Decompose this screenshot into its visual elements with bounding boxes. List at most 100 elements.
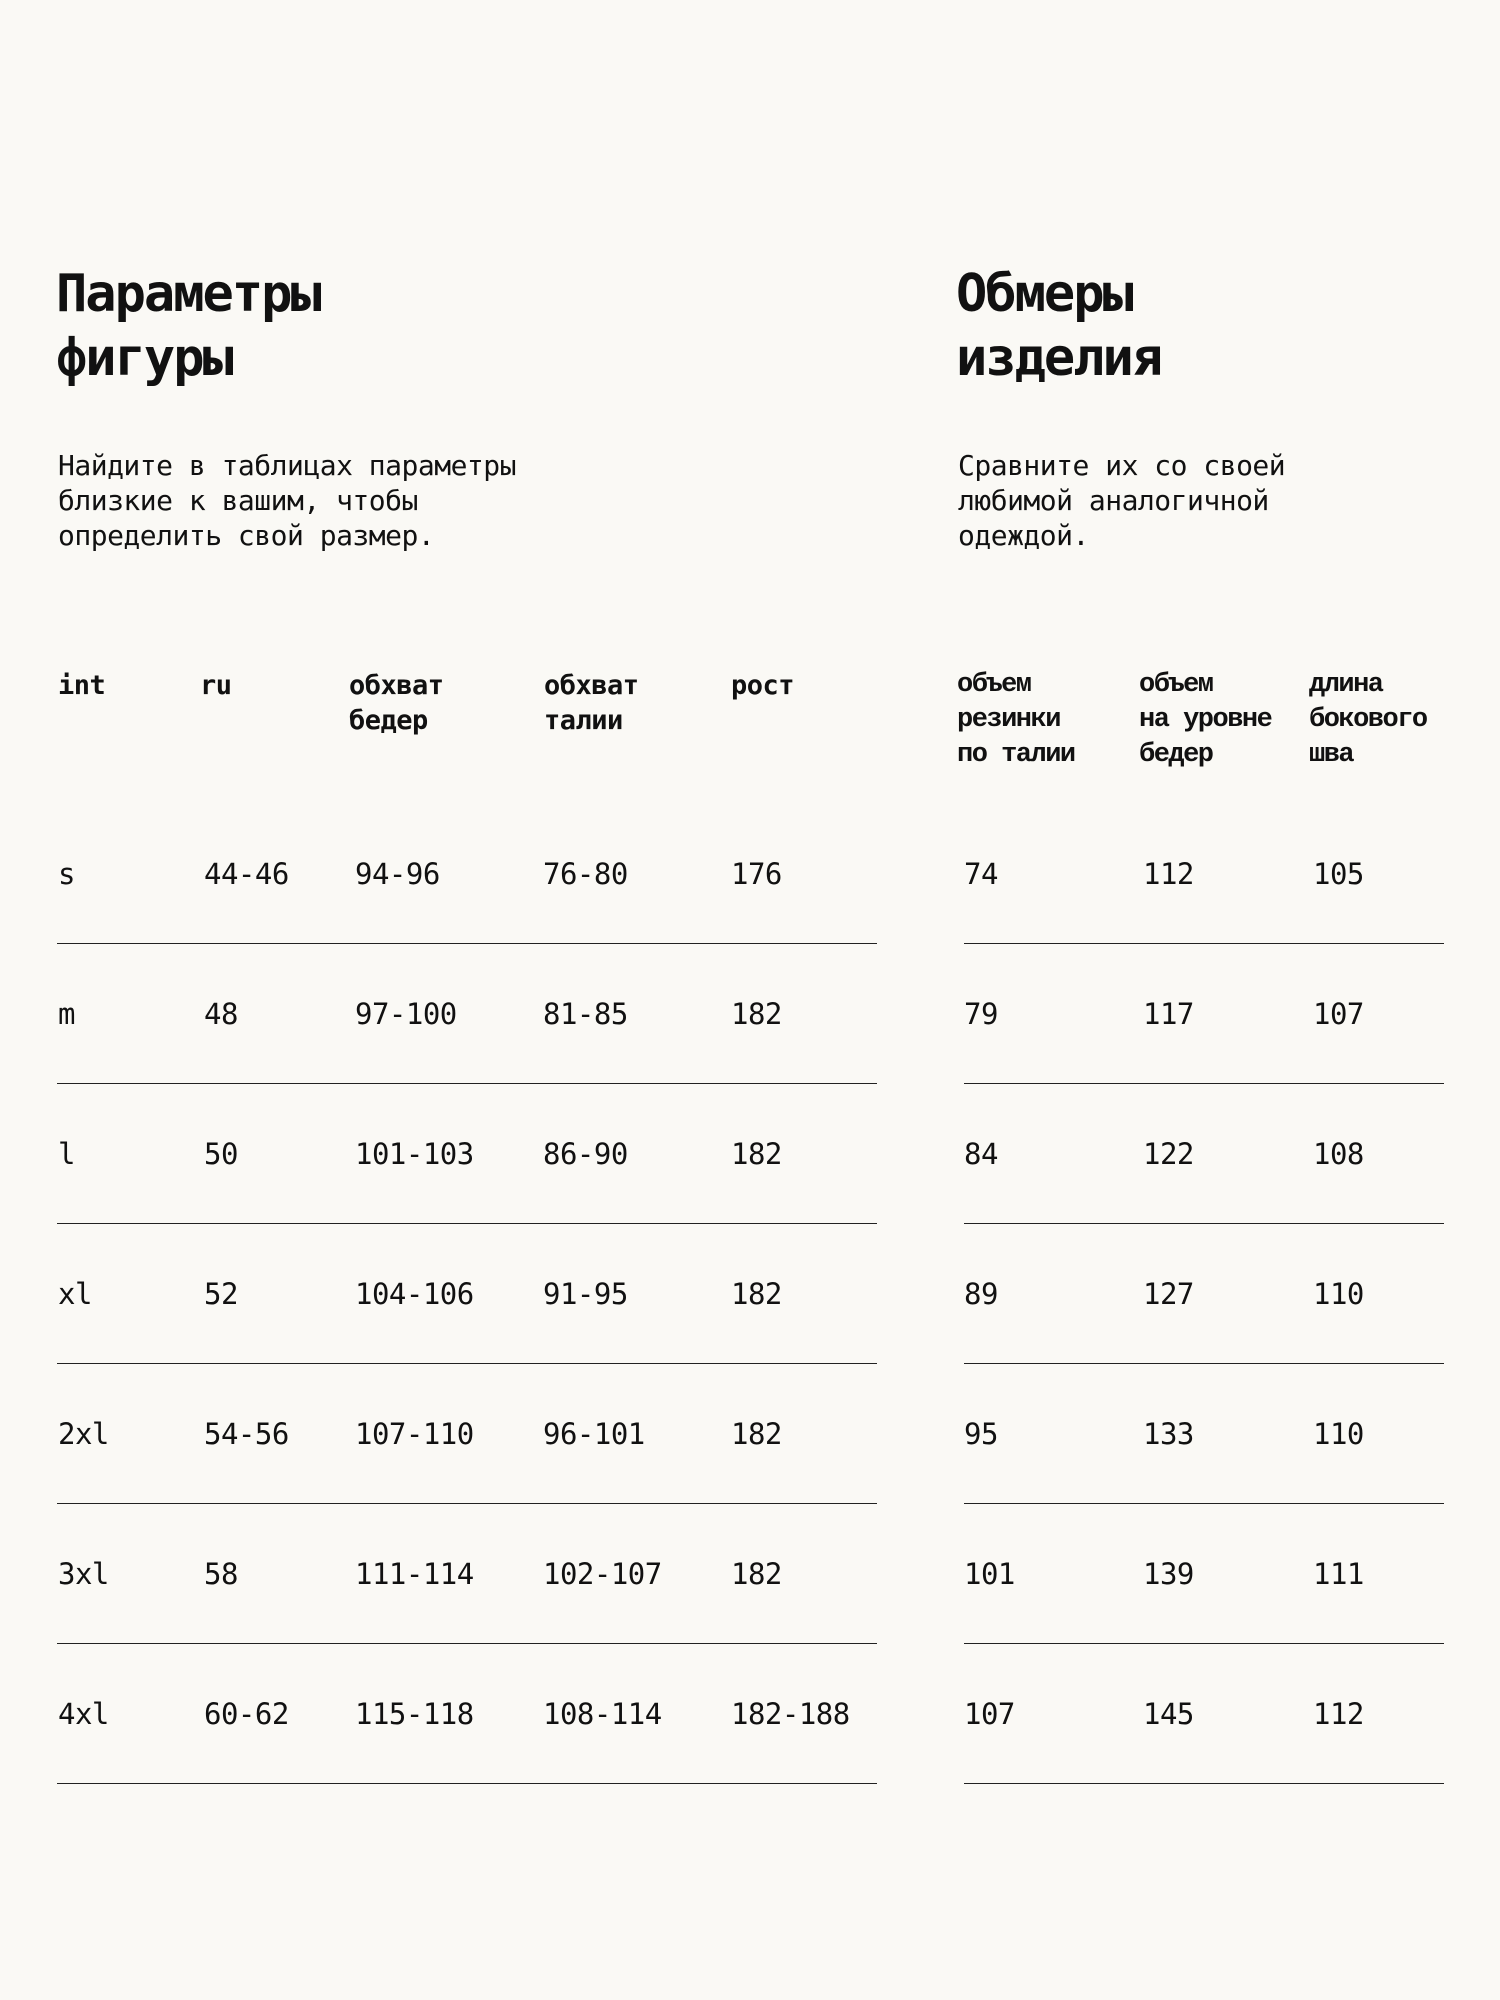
cell-side-seam-length: 110 [1313, 1277, 1364, 1311]
table-row: 89 127 110 [964, 1224, 1444, 1364]
cell-ru: 58 [204, 1557, 238, 1591]
row-divider [57, 1643, 877, 1644]
cell-waist-girth: 108-114 [543, 1697, 662, 1731]
cell-ru: 44-46 [204, 857, 289, 891]
header-hip-volume-line-1: объем [1139, 670, 1214, 700]
cell-ru: 52 [204, 1277, 238, 1311]
table-row: 4xl 60-62 115-118 108-114 182-188 [57, 1644, 877, 1784]
header-hip-volume-line-2: на уровне [1139, 705, 1273, 735]
cell-int: s [58, 857, 75, 891]
cell-hip-volume: 122 [1143, 1137, 1194, 1171]
cell-hip-volume: 127 [1143, 1277, 1194, 1311]
header-side-seam-length: длина бокового шва [1309, 668, 1428, 773]
cell-int: 3xl [58, 1557, 109, 1591]
header-waistband-volume-line-2: резинки [957, 705, 1061, 735]
cell-height: 182 [731, 1137, 782, 1171]
header-side-seam-length-line-3: шва [1309, 740, 1355, 770]
cell-side-seam-length: 108 [1313, 1137, 1364, 1171]
header-height-line-1: рост [731, 670, 795, 701]
right-description: Сравните их со своей любимой аналогичной… [958, 448, 1286, 553]
cell-int: l [58, 1137, 75, 1171]
right-title-line-2: изделия [956, 328, 1163, 388]
cell-waist-girth: 91-95 [543, 1277, 628, 1311]
left-description-line-2: близкие к вашим, чтобы [58, 484, 418, 517]
cell-waistband-volume: 79 [964, 997, 998, 1031]
cell-ru: 60-62 [204, 1697, 289, 1731]
header-waist-girth-line-2: талии [544, 705, 623, 736]
row-divider [57, 1083, 877, 1084]
cell-hip-volume: 145 [1143, 1697, 1194, 1731]
cell-side-seam-length: 110 [1313, 1417, 1364, 1451]
right-description-line-3: одеждой. [958, 519, 1089, 552]
row-divider [57, 1783, 877, 1784]
header-waistband-volume: объем резинки по талии [957, 668, 1076, 773]
header-ru: ru [200, 668, 232, 703]
table-row: 84 122 108 [964, 1084, 1444, 1224]
header-waistband-volume-line-3: по талии [957, 740, 1076, 770]
cell-hip-volume: 139 [1143, 1557, 1194, 1591]
cell-height: 182 [731, 1557, 782, 1591]
cell-waist-girth: 76-80 [543, 857, 628, 891]
cell-hip-girth: 97-100 [355, 997, 457, 1031]
cell-waist-girth: 86-90 [543, 1137, 628, 1171]
row-divider [57, 1223, 877, 1224]
left-title: Параметры фигуры [56, 262, 322, 390]
header-hip-volume-line-3: бедер [1139, 740, 1214, 770]
left-description-line-3: определить свой размер. [58, 519, 435, 552]
cell-height: 182-188 [731, 1697, 850, 1731]
header-waistband-volume-line-1: объем [957, 670, 1032, 700]
cell-hip-girth: 107-110 [355, 1417, 474, 1451]
header-hip-girth: обхват бедер [349, 668, 444, 738]
table-row: 3xl 58 111-114 102-107 182 [57, 1504, 877, 1644]
cell-side-seam-length: 111 [1313, 1557, 1364, 1591]
cell-hip-volume: 117 [1143, 997, 1194, 1031]
row-divider [57, 1503, 877, 1504]
cell-waistband-volume: 74 [964, 857, 998, 891]
header-side-seam-length-line-2: бокового [1309, 705, 1428, 735]
left-description: Найдите в таблицах параметры близкие к в… [58, 448, 517, 553]
cell-waistband-volume: 84 [964, 1137, 998, 1171]
cell-side-seam-length: 105 [1313, 857, 1364, 891]
header-height: рост [731, 668, 795, 703]
right-title-line-1: Обмеры [956, 264, 1134, 324]
right-title: Обмеры изделия [956, 262, 1163, 390]
header-hip-girth-line-1: обхват [349, 670, 444, 701]
cell-height: 182 [731, 1277, 782, 1311]
table-row: 107 145 112 [964, 1644, 1444, 1784]
cell-waistband-volume: 101 [964, 1557, 1015, 1591]
row-divider [57, 943, 877, 944]
cell-hip-girth: 94-96 [355, 857, 440, 891]
cell-height: 182 [731, 997, 782, 1031]
row-divider [964, 1363, 1444, 1364]
cell-hip-girth: 115-118 [355, 1697, 474, 1731]
table-row: l 50 101-103 86-90 182 [57, 1084, 877, 1224]
right-description-line-1: Сравните их со своей [958, 449, 1286, 482]
table-row: 2xl 54-56 107-110 96-101 182 [57, 1364, 877, 1504]
row-divider [964, 1223, 1444, 1224]
table-row: 101 139 111 [964, 1504, 1444, 1644]
row-divider [964, 1783, 1444, 1784]
cell-waist-girth: 81-85 [543, 997, 628, 1031]
table-row: 74 112 105 [964, 804, 1444, 944]
cell-int: xl [58, 1277, 92, 1311]
header-int-line-1: int [58, 670, 106, 701]
cell-ru: 48 [204, 997, 238, 1031]
cell-waistband-volume: 95 [964, 1417, 998, 1451]
cell-int: 2xl [58, 1417, 109, 1451]
row-divider [57, 1363, 877, 1364]
cell-side-seam-length: 112 [1313, 1697, 1364, 1731]
left-title-line-1: Параметры [56, 264, 322, 324]
table-row: m 48 97-100 81-85 182 [57, 944, 877, 1084]
left-title-line-2: фигуры [56, 328, 234, 388]
header-waist-girth: обхват талии [544, 668, 639, 738]
row-divider [964, 1083, 1444, 1084]
header-waist-girth-line-1: обхват [544, 670, 639, 701]
cell-hip-girth: 101-103 [355, 1137, 474, 1171]
table-row: 79 117 107 [964, 944, 1444, 1084]
header-ru-line-1: ru [200, 670, 232, 701]
table-row: 95 133 110 [964, 1364, 1444, 1504]
left-description-line-1: Найдите в таблицах параметры [58, 449, 517, 482]
header-int: int [58, 668, 106, 703]
header-hip-volume: объем на уровне бедер [1139, 668, 1273, 773]
cell-side-seam-length: 107 [1313, 997, 1364, 1031]
